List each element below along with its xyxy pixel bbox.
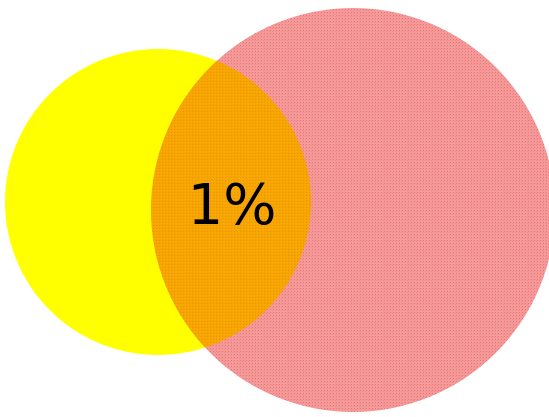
overlap-label: 1% — [188, 173, 277, 238]
venn-overlap — [151, 49, 311, 355]
